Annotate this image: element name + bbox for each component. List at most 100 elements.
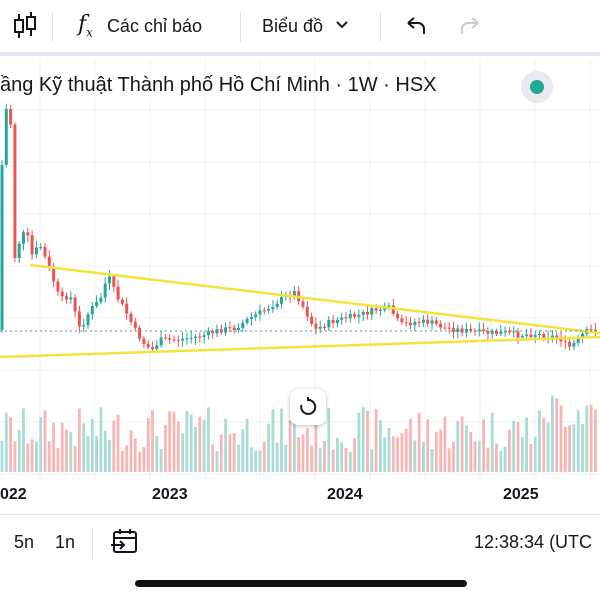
candle-body <box>533 335 537 338</box>
volume-bar <box>121 451 124 472</box>
clock-timezone[interactable]: 12:38:34 (UTC <box>474 532 593 552</box>
range-1y-button[interactable]: 1n <box>55 532 76 552</box>
candlestick-icon[interactable] <box>12 0 38 52</box>
volume-bar <box>508 429 511 472</box>
candle-body <box>490 330 494 334</box>
volume-bar <box>138 451 141 472</box>
function-icon: fx <box>78 12 93 40</box>
candle-body <box>292 290 296 298</box>
candle-body <box>99 297 103 303</box>
volume-bar <box>551 395 554 472</box>
candle-body <box>60 291 64 297</box>
trendline-lower <box>0 335 600 359</box>
candle-body <box>421 319 425 323</box>
volume-bar <box>529 444 533 472</box>
reset-chart-button[interactable] <box>290 389 326 425</box>
candle-body <box>525 334 529 337</box>
volume-bar <box>434 431 438 472</box>
volume-bar <box>576 410 580 472</box>
volume-bar <box>520 437 524 472</box>
candle-body <box>56 281 60 292</box>
candle-body <box>439 323 443 328</box>
volume-bar <box>47 441 51 472</box>
price-chart[interactable] <box>0 60 600 510</box>
candle-body <box>452 328 455 332</box>
volume-bar <box>26 443 30 472</box>
candle-body <box>434 320 438 324</box>
volume-bar <box>357 412 361 472</box>
candle-body <box>116 286 120 300</box>
redo-icon[interactable] <box>458 0 482 52</box>
candle-body <box>267 308 271 311</box>
volume-bar <box>211 444 215 472</box>
volume-bar <box>284 444 288 472</box>
volume-bar <box>129 430 133 472</box>
volume-bar <box>116 414 120 472</box>
candle-body <box>409 322 412 326</box>
volume-bar <box>439 429 442 472</box>
volume-bar <box>172 411 176 472</box>
candle-body <box>176 340 180 342</box>
indicators-label: Các chỉ báo <box>106 15 202 36</box>
candle-body <box>120 299 124 304</box>
undo-icon[interactable] <box>404 0 428 52</box>
volume-bar <box>4 412 8 472</box>
volume-bar <box>391 436 395 472</box>
volume-bar <box>22 408 25 472</box>
chart-canvas[interactable] <box>0 60 600 510</box>
volume-bar <box>90 418 94 472</box>
volume-bar <box>39 417 43 472</box>
candle-body <box>417 321 421 323</box>
candle-body <box>82 325 86 327</box>
candle-body <box>370 308 374 315</box>
candle-body <box>133 321 137 328</box>
toolbar-divider <box>240 12 241 42</box>
candle-body <box>112 276 116 287</box>
volume-bar <box>318 448 322 472</box>
volume-bar <box>327 408 331 472</box>
volume-bar <box>78 408 81 472</box>
candle-body <box>550 335 554 338</box>
chart-type-label: Biểu đồ <box>262 15 324 36</box>
candle-body <box>280 297 283 304</box>
candle-body <box>73 297 77 312</box>
candle-body <box>310 316 314 324</box>
chart-type-button[interactable]: Biểu đồ <box>262 0 349 52</box>
candle-body <box>413 321 417 326</box>
volume-bar <box>241 429 245 472</box>
volume-bar <box>237 444 240 472</box>
candle-body <box>460 328 464 333</box>
candle-body <box>482 329 486 332</box>
candle-body <box>4 108 8 165</box>
candle-body <box>331 319 335 324</box>
volume-bar <box>194 427 197 472</box>
market-status-indicator[interactable] <box>521 71 553 103</box>
volume-bar <box>198 416 202 472</box>
volume-bar <box>250 447 253 472</box>
candle-body <box>22 232 25 244</box>
candle-body <box>340 317 344 320</box>
indicators-button[interactable]: fx Các chỉ báo <box>78 0 202 52</box>
volume-bar <box>482 419 485 472</box>
candle-body <box>447 327 451 329</box>
volume-bar <box>267 423 270 472</box>
volume-bar <box>275 442 279 472</box>
candle-body <box>477 329 481 332</box>
candle-body <box>503 331 507 333</box>
volume-bar <box>383 437 387 472</box>
candle-body <box>151 347 154 350</box>
volume-bar <box>413 440 417 472</box>
range-5y-button[interactable]: 5n <box>14 532 35 552</box>
volume-bar <box>288 420 292 472</box>
volume-bar <box>168 411 172 472</box>
volume-bar <box>568 425 571 472</box>
volume-bar <box>499 450 503 472</box>
volume-bar <box>366 410 369 472</box>
volume-bar <box>99 407 103 472</box>
goto-date-icon[interactable] <box>110 528 140 561</box>
volume-bar <box>426 419 430 472</box>
volume-bar <box>207 407 210 472</box>
trendline-upper <box>29 263 600 335</box>
candle-body <box>404 322 408 324</box>
volume-bar <box>525 417 528 472</box>
